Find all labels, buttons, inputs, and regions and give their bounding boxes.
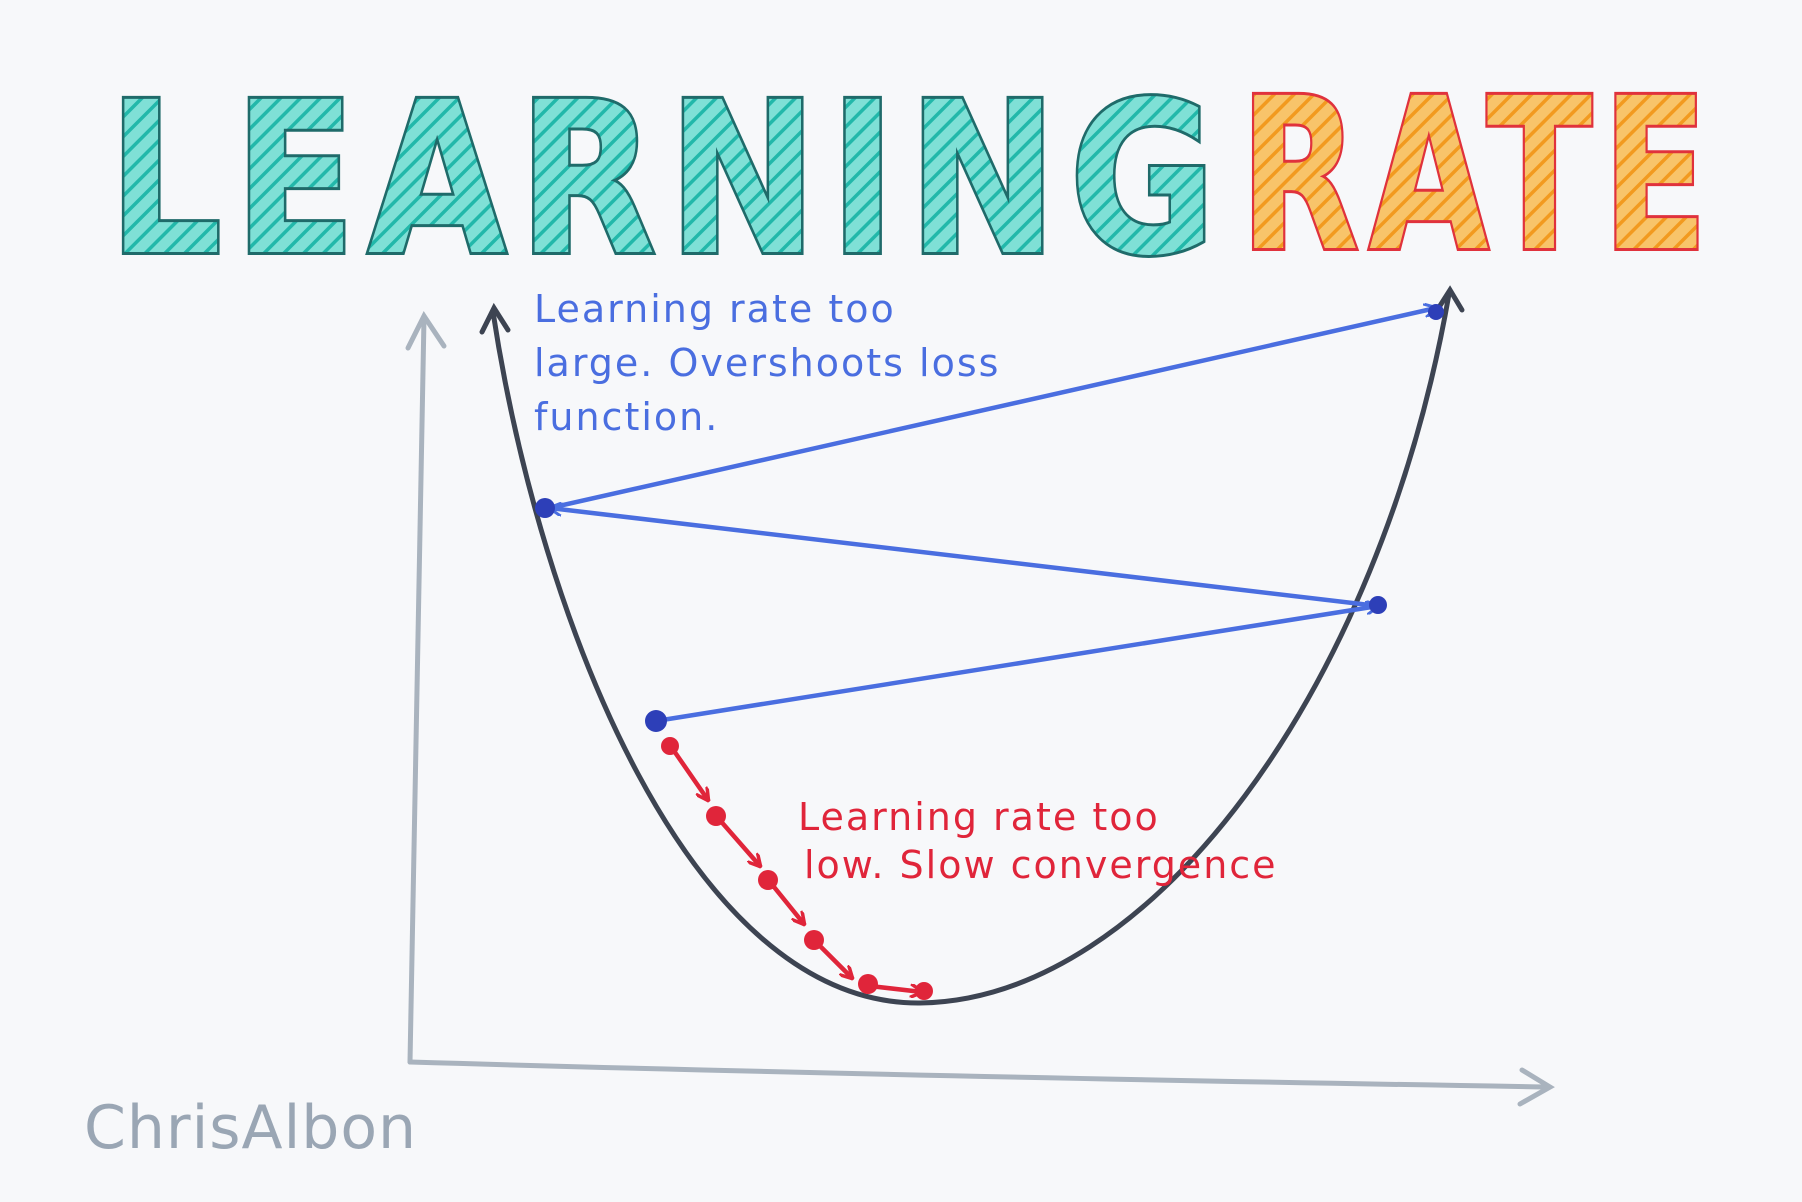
- large-step-point-1: [645, 710, 667, 732]
- large-step-point-4: [1428, 304, 1444, 320]
- title: LEARNING RATE: [105, 50, 1718, 305]
- small-step-arrow-5: [867, 986, 922, 992]
- large-rate-points: [535, 304, 1444, 732]
- small-rate-points: [661, 737, 933, 1000]
- small-step-point-4: [804, 930, 824, 950]
- loss-curve-right-arrowhead: [1433, 285, 1465, 315]
- large-step-arrow-3: [547, 308, 1436, 511]
- annotation-too-low-line-1: Learning rate too: [798, 795, 1160, 839]
- loss-curve: [479, 285, 1465, 1006]
- annotation-too-large-line-3: function.: [534, 395, 719, 439]
- annotation-too-large: Learning rate too large. Overshoots loss…: [534, 287, 1000, 439]
- small-step-point-2: [706, 806, 726, 826]
- small-step-arrow-2: [715, 815, 760, 866]
- loss-curve-line: [490, 291, 1452, 1006]
- large-step-arrow-1: [653, 606, 1378, 724]
- small-step-arrow-3: [767, 879, 804, 924]
- small-step-point-1: [661, 737, 679, 755]
- annotation-too-low-line-2: low. Slow convergence: [804, 843, 1278, 887]
- large-step-point-2: [1369, 596, 1387, 614]
- loss-curve-left-arrowhead: [479, 302, 511, 335]
- title-rate: RATE: [1240, 53, 1718, 298]
- signature: ChrisAlbon: [84, 1093, 417, 1163]
- small-step-point-5: [858, 974, 878, 994]
- title-learning: LEARNING: [108, 57, 1228, 302]
- large-step-point-3: [535, 498, 555, 518]
- small-step-point-3: [758, 870, 778, 890]
- annotation-too-low: Learning rate too low. Slow convergence: [798, 795, 1278, 887]
- large-rate-steps: [547, 308, 1436, 724]
- small-step-point-6: [915, 982, 933, 1000]
- large-step-arrow-2: [550, 508, 1381, 609]
- small-step-arrow-1: [669, 745, 708, 800]
- x-axis-arrowhead: [1517, 1067, 1555, 1107]
- annotation-too-large-line-1: Learning rate too: [534, 287, 896, 331]
- axes: [405, 311, 1555, 1107]
- small-step-arrow-4: [813, 939, 852, 978]
- y-axis-arrowhead: [405, 311, 447, 351]
- small-rate-steps: [669, 745, 922, 992]
- x-axis: [407, 1059, 1551, 1090]
- y-axis: [407, 315, 427, 1065]
- annotation-too-large-line-2: large. Overshoots loss: [534, 341, 1000, 385]
